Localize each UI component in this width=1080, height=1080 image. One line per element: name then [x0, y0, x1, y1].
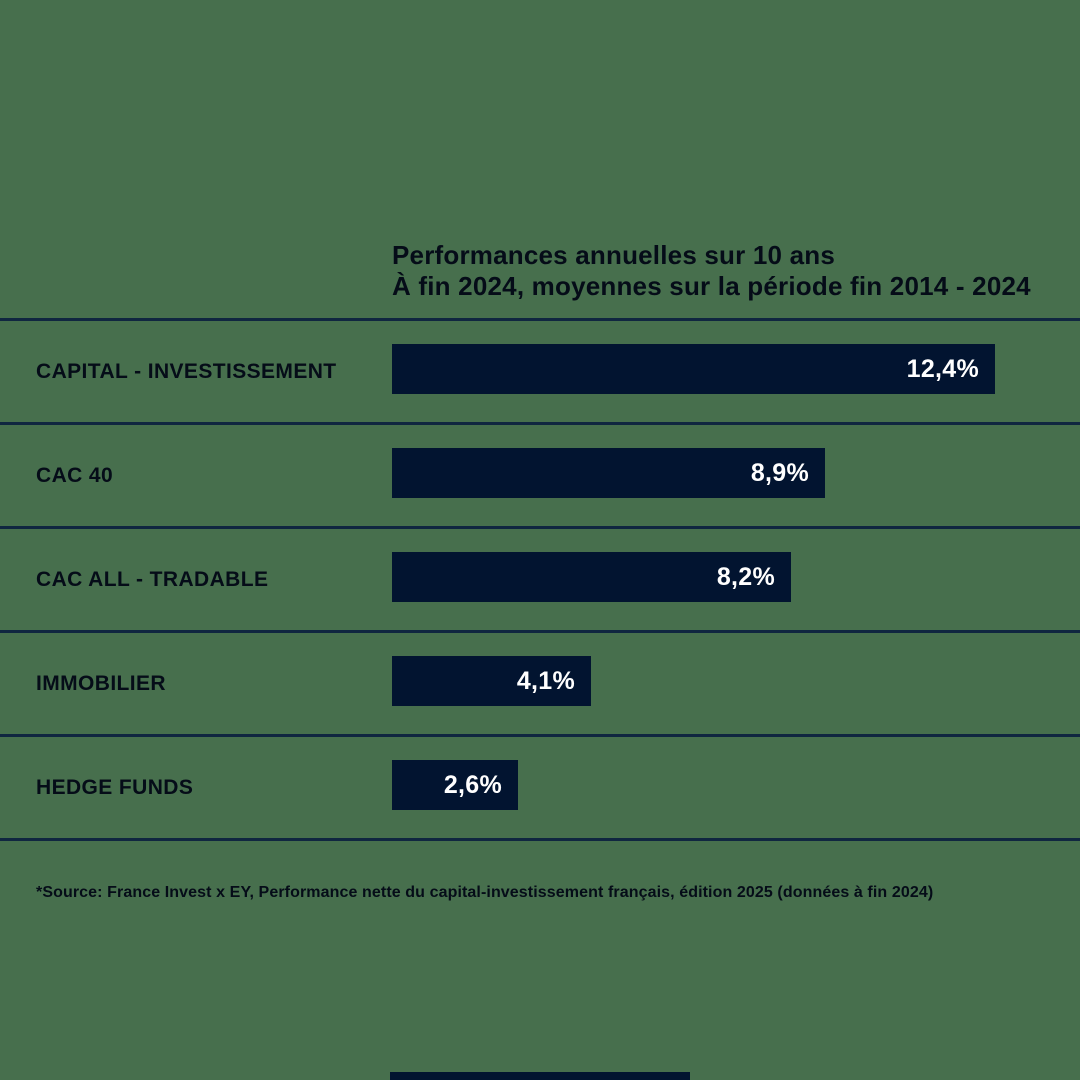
bar-chart: CAPITAL - INVESTISSEMENT 12,4% CAC 40 8,9% C…: [0, 318, 1080, 841]
category-label: IMMOBILIER: [36, 671, 166, 695]
table-row: CAPITAL - INVESTISSEMENT 12,4%: [0, 318, 1080, 422]
value-bar: 12,4%: [392, 344, 995, 394]
value-label: 12,4%: [906, 354, 979, 383]
table-row: CAC ALL - TRADABLE 8,2%: [0, 526, 1080, 630]
value-bar: 8,9%: [392, 448, 825, 498]
value-bar: 4,1%: [392, 656, 591, 706]
category-label: CAC ALL - TRADABLE: [36, 567, 269, 591]
table-row: CAC 40 8,9%: [0, 422, 1080, 526]
table-row: IMMOBILIER 4,1%: [0, 630, 1080, 734]
value-bar: 8,2%: [392, 552, 791, 602]
chart-title-block: Performances annuelles sur 10 ans À fin …: [392, 240, 1031, 302]
value-label: 8,2%: [716, 562, 775, 591]
carousel-progress-bar: [390, 1072, 690, 1080]
value-bar: 2,6%: [392, 760, 518, 810]
value-label: 4,1%: [516, 666, 575, 695]
source-note: *Source: France Invest x EY, Performance…: [36, 884, 934, 901]
category-label: CAC 40: [36, 463, 114, 487]
table-row: HEDGE FUNDS 2,6%: [0, 734, 1080, 838]
category-label: CAPITAL - INVESTISSEMENT: [36, 359, 337, 383]
category-label: HEDGE FUNDS: [36, 775, 194, 799]
value-label: 2,6%: [443, 770, 502, 799]
chart-title: Performances annuelles sur 10 ans: [392, 240, 836, 270]
chart-subtitle: À fin 2024, moyennes sur la période fin …: [392, 271, 1031, 301]
value-label: 8,9%: [750, 458, 809, 487]
